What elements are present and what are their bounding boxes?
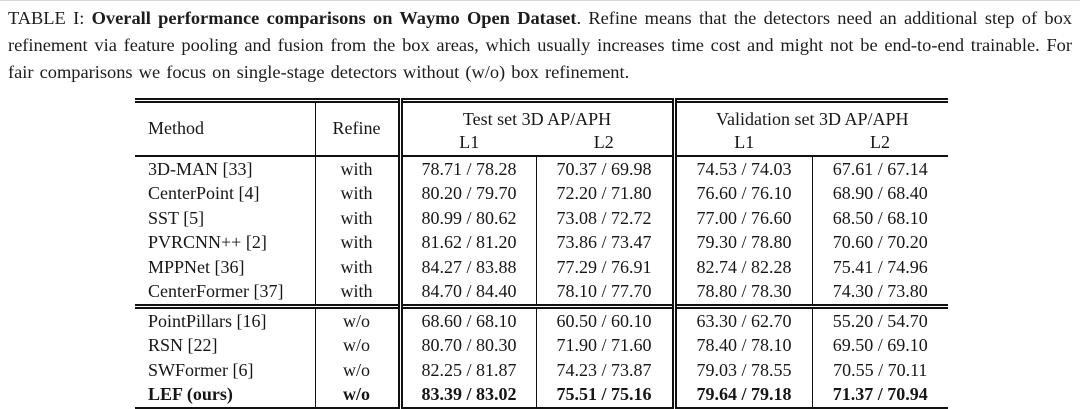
- table-row: PointPillars [16] w/o 68.60 / 68.10 60.5…: [135, 306, 948, 334]
- method-cell: LEF (ours): [135, 382, 316, 409]
- method-cell: SWFormer [6]: [135, 358, 316, 383]
- test-l1-cell: 81.62 / 81.20: [400, 230, 537, 255]
- table-row: SST [5] with 80.99 / 80.62 73.08 / 72.72…: [135, 206, 948, 231]
- val-l1-cell: 78.40 / 78.10: [674, 333, 813, 358]
- col-header-val-l2: L2: [870, 132, 891, 152]
- val-l1-cell: 78.80 / 78.30: [674, 279, 813, 307]
- refine-cell: with: [315, 279, 403, 307]
- method-cell: CenterPoint [4]: [135, 181, 316, 206]
- header-row-groups: Method Refine Test set 3D AP/APH Validat…: [135, 100, 948, 156]
- test-l2-cell: 60.50 / 60.10: [536, 306, 677, 334]
- table-row: PVRCNN++ [2] with 81.62 / 81.20 73.86 / …: [135, 230, 948, 255]
- refine-cell: with: [315, 181, 403, 206]
- method-cell: 3D-MAN [33]: [135, 156, 316, 182]
- test-l2-cell: 72.20 / 71.80: [536, 181, 677, 206]
- test-l2-cell: 74.23 / 73.87: [536, 358, 677, 383]
- table-row: CenterPoint [4] with 80.20 / 79.70 72.20…: [135, 181, 948, 206]
- test-l2-cell: 77.29 / 76.91: [536, 255, 677, 280]
- refine-cell: with: [315, 255, 403, 280]
- val-l2-cell: 67.61 / 67.14: [832, 158, 928, 179]
- val-l2-cell: 70.55 / 70.11: [833, 359, 928, 380]
- refine-cell: with: [315, 206, 403, 231]
- test-l1-cell: 84.70 / 84.40: [400, 279, 537, 307]
- val-l2-cell: 75.41 / 74.96: [832, 256, 928, 277]
- test-l2-cell: 73.86 / 73.47: [536, 230, 677, 255]
- val-l2-cell: 74.30 / 73.80: [832, 281, 928, 301]
- table-row: 3D-MAN [33] with 78.71 / 78.28 70.37 / 6…: [135, 156, 948, 182]
- table-caption: TABLE I: Overall performance comparisons…: [8, 5, 1072, 87]
- table-row: CenterFormer [37] with 84.70 / 84.40 78.…: [135, 279, 948, 307]
- val-l1-cell: 82.74 / 82.28: [674, 255, 813, 280]
- val-l1-cell: 77.00 / 76.60: [674, 206, 813, 231]
- method-cell: MPPNet [36]: [135, 255, 316, 280]
- table-row: RSN [22] w/o 80.70 / 80.30 71.90 / 71.60…: [135, 333, 948, 358]
- test-l1-cell: 80.20 / 79.70: [400, 181, 537, 206]
- test-l2-cell: 78.10 / 77.70: [536, 279, 677, 307]
- val-l2-cell: 68.90 / 68.40: [832, 183, 928, 203]
- table-row-ours: LEF (ours) w/o 83.39 / 83.02 75.51 / 75.…: [135, 382, 948, 409]
- val-l1-cell: 74.53 / 74.03: [674, 156, 813, 182]
- col-header-test-group: Test set 3D AP/APH: [400, 100, 677, 131]
- results-table: Method Refine Test set 3D AP/APH Validat…: [135, 98, 949, 409]
- test-l2-cell: 71.90 / 71.60: [536, 333, 677, 358]
- test-l1-cell: 68.60 / 68.10: [400, 306, 537, 334]
- val-l2-cell: 68.50 / 68.10: [832, 207, 928, 228]
- val-l2-cell: 70.60 / 70.20: [832, 232, 928, 252]
- group-with-refine: 3D-MAN [33] with 78.71 / 78.28 70.37 / 6…: [135, 156, 948, 307]
- caption-label: TABLE I:: [8, 8, 92, 28]
- refine-cell: w/o: [315, 306, 403, 334]
- col-header-val-group: Validation set 3D AP/APH: [716, 108, 909, 129]
- table-header: Method Refine Test set 3D AP/APH Validat…: [135, 100, 949, 156]
- val-l2-cell: 69.50 / 69.10: [832, 335, 928, 355]
- val-l1-cell: 79.64 / 79.18: [674, 382, 813, 409]
- val-l1-cell: 76.60 / 76.10: [674, 181, 813, 206]
- table-row: MPPNet [36] with 84.27 / 83.88 77.29 / 7…: [135, 255, 948, 280]
- test-l1-cell: 80.99 / 80.62: [400, 206, 537, 231]
- val-l1-cell: 79.30 / 78.80: [674, 230, 813, 255]
- method-cell: SST [5]: [135, 206, 316, 231]
- test-l1-cell: 82.25 / 81.87: [400, 358, 537, 383]
- val-l1-cell: 79.03 / 78.55: [674, 358, 813, 383]
- refine-cell: w/o: [315, 333, 403, 358]
- header-row-levels: L1 L2 L1 L2: [135, 131, 948, 156]
- col-header-test-l2: L2: [536, 131, 677, 156]
- col-header-val-l1: L1: [734, 132, 755, 152]
- val-l2-cell: 71.37 / 70.94: [832, 384, 928, 404]
- val-l1-cell: 63.30 / 62.70: [674, 306, 813, 334]
- method-cell: PointPillars [16]: [135, 306, 316, 334]
- test-l1-cell: 80.70 / 80.30: [400, 333, 537, 358]
- col-header-test-l1: L1: [459, 132, 480, 152]
- refine-cell: w/o: [315, 358, 403, 383]
- method-cell: CenterFormer [37]: [135, 279, 316, 307]
- refine-cell: with: [315, 230, 403, 255]
- group-without-refine: PointPillars [16] w/o 68.60 / 68.10 60.5…: [135, 306, 949, 409]
- caption-body-text: . Refine means that the detectors need a…: [8, 8, 1072, 83]
- method-cell: RSN [22]: [135, 333, 316, 358]
- val-l2-cell: 55.20 / 54.70: [832, 310, 928, 331]
- refine-cell: with: [315, 156, 403, 182]
- test-l1-cell: 83.39 / 83.02: [400, 382, 537, 409]
- col-header-method: Method: [135, 100, 316, 156]
- test-l2-cell: 75.51 / 75.16: [536, 382, 677, 409]
- test-l1-cell: 78.71 / 78.28: [400, 156, 537, 182]
- test-l2-cell: 73.08 / 72.72: [536, 206, 677, 231]
- test-l1-cell: 84.27 / 83.88: [400, 255, 537, 280]
- test-l2-cell: 70.37 / 69.98: [536, 156, 677, 182]
- method-cell: PVRCNN++ [2]: [135, 230, 316, 255]
- col-header-refine: Refine: [315, 100, 403, 156]
- caption-title-bold: Overall performance comparisons on Waymo…: [91, 8, 577, 28]
- refine-cell: w/o: [315, 382, 403, 409]
- table-row: SWFormer [6] w/o 82.25 / 81.87 74.23 / 7…: [135, 358, 948, 383]
